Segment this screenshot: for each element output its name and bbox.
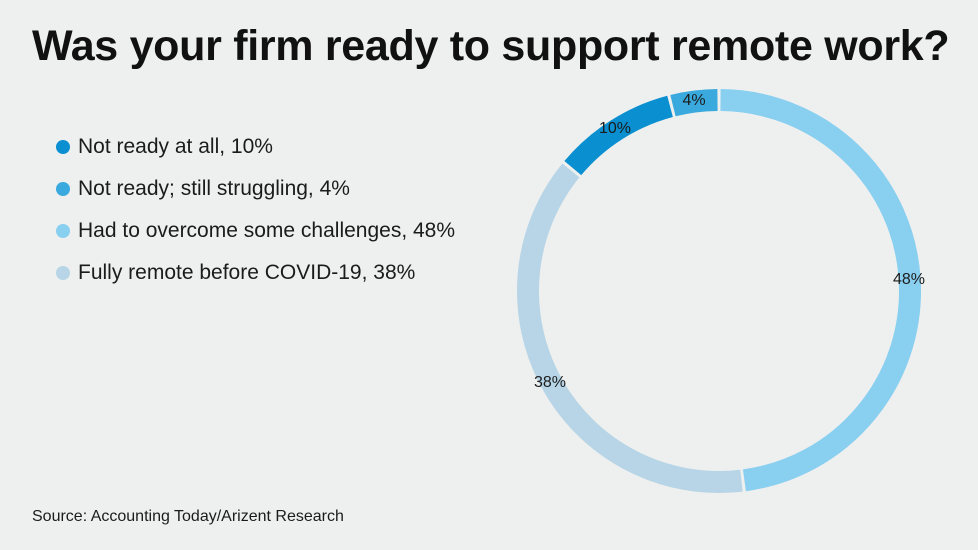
legend-swatch-not-ready-still-struggling	[56, 182, 70, 196]
legend: Not ready at all, 10% Not ready; still s…	[56, 126, 455, 294]
data-label-not-ready-at-all: 10%	[599, 120, 631, 137]
data-label-not-ready-still-struggling: 4%	[682, 92, 705, 109]
legend-label-not-ready-still-struggling: Not ready; still struggling, 4%	[78, 177, 350, 200]
legend-swatch-not-ready-at-all	[56, 140, 70, 154]
legend-item-had-to-overcome-challenges: Had to overcome some challenges, 48%	[56, 210, 455, 252]
data-label-had-to-overcome-some-challenges: 48%	[893, 271, 925, 288]
legend-label-had-to-overcome-challenges: Had to overcome some challenges, 48%	[78, 219, 456, 242]
donut-slices	[517, 89, 921, 493]
chart-title: Was your firm ready to support remote wo…	[32, 22, 950, 70]
legend-swatch-had-to-overcome-challenges	[56, 224, 70, 238]
donut-data-labels: 10% 4% 48% 38%	[534, 92, 925, 391]
source-note: Source: Accounting Today/Arizent Researc…	[32, 508, 344, 525]
legend-label-fully-remote-before-covid: Fully remote before COVID-19, 38%	[78, 261, 416, 284]
legend-item-not-ready-still-struggling: Not ready; still struggling, 4%	[56, 168, 455, 210]
donut-slice-not-ready-at-all	[564, 95, 674, 176]
legend-label-not-ready-at-all: Not ready at all, 10%	[78, 135, 273, 158]
legend-item-fully-remote-before-covid: Fully remote before COVID-19, 38%	[56, 252, 455, 294]
legend-swatch-fully-remote-before-covid	[56, 266, 70, 280]
donut-slice-not-ready-still-struggling	[670, 89, 718, 117]
data-label-fully-remote-before-covid-19: 38%	[534, 374, 566, 391]
legend-item-not-ready-at-all: Not ready at all, 10%	[56, 126, 455, 168]
donut-slice-fully-remote-before-covid-19	[517, 163, 743, 493]
donut-slice-had-to-overcome-some-challenges	[720, 89, 921, 492]
